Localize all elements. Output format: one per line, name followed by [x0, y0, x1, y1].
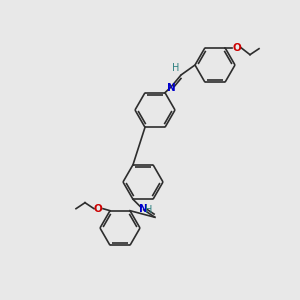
- Text: H: H: [172, 63, 180, 73]
- Text: N: N: [139, 204, 147, 214]
- Text: O: O: [94, 204, 102, 214]
- Text: O: O: [232, 43, 242, 53]
- Text: N: N: [167, 83, 176, 93]
- Text: H: H: [145, 205, 153, 215]
